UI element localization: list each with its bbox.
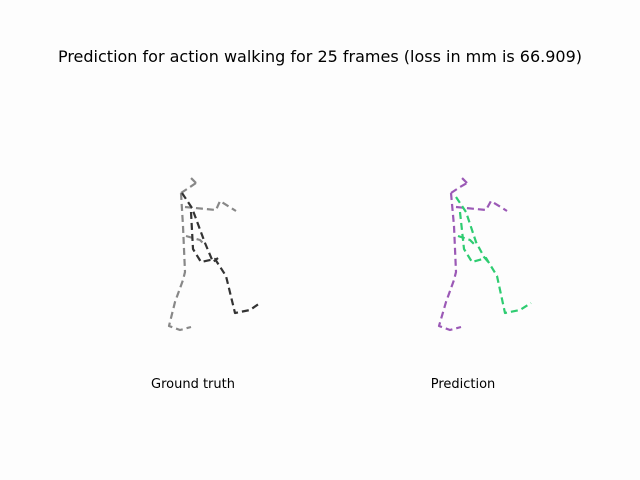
gt-hip-bone: [185, 234, 205, 245]
gt-left-arm-bone: [184, 199, 237, 212]
pred-hip-bone: [457, 234, 475, 245]
pred-left-arm-bone: [455, 199, 508, 212]
gt-head-bone: [189, 176, 197, 184]
pred-spine-left-leg-bone: [437, 192, 462, 332]
pred-right-leg-bone: [458, 211, 532, 315]
prediction-skeleton: [437, 176, 532, 332]
gt-neck-bone: [180, 182, 197, 194]
ground-truth-skeleton: [167, 176, 261, 332]
pred-neck-bone: [450, 182, 468, 194]
pred-head-bone: [460, 176, 468, 184]
gt-spine-left-leg-bone: [167, 192, 192, 332]
ground-truth-label: Ground truth: [151, 377, 235, 392]
gt-right-arm-bone: [181, 192, 219, 264]
figure-title: Prediction for action walking for 25 fra…: [58, 47, 582, 66]
gt-right-leg-bone: [189, 211, 261, 315]
prediction-label: Prediction: [431, 377, 496, 392]
